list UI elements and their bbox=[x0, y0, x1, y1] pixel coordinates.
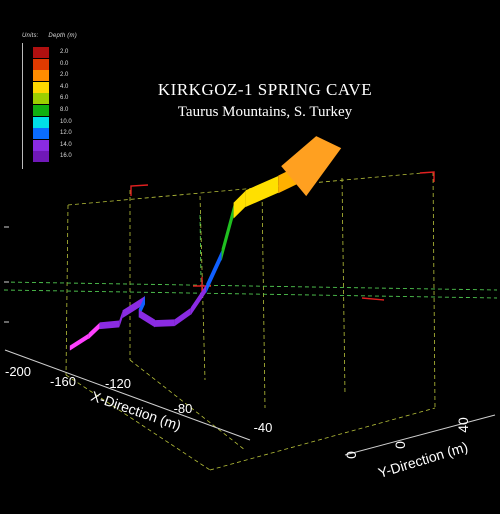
y-axis-label: Y-Direction (m) bbox=[376, 438, 469, 480]
passage-segment bbox=[119, 310, 123, 328]
chart-title: KIRKGOZ-1 SPRING CAVE bbox=[157, 80, 373, 99]
passage-segment bbox=[245, 176, 279, 208]
corner-marks bbox=[130, 171, 435, 301]
passage-segment bbox=[155, 319, 175, 327]
legend-label: 2.0 bbox=[60, 49, 69, 55]
legend-label: 14.0 bbox=[60, 141, 72, 148]
legend-swatch bbox=[33, 58, 49, 70]
cave-passage-series bbox=[69, 136, 342, 351]
y-tick-label: 40 bbox=[455, 417, 471, 433]
x-tick-label: -120 bbox=[105, 376, 131, 391]
passage-segment bbox=[190, 284, 207, 316]
x-tick-label: -40 bbox=[254, 420, 273, 435]
legend-label: 6.0 bbox=[60, 95, 69, 102]
mid-plane bbox=[3, 214, 498, 299]
legend-label: 10.0 bbox=[60, 118, 72, 125]
passage-segment bbox=[99, 320, 120, 330]
y-tick-label: 0 bbox=[343, 451, 359, 459]
passage-segment bbox=[88, 322, 100, 340]
legend-quantity-label: Depth (m) bbox=[48, 33, 77, 39]
legend-swatch bbox=[33, 116, 49, 128]
left-ticks bbox=[4, 226, 9, 323]
legend-label: 0.0 bbox=[60, 60, 69, 67]
passage-segment bbox=[206, 250, 222, 294]
axis-lines bbox=[4, 349, 496, 456]
legend-label: 2.0 bbox=[60, 72, 69, 79]
chart-title-block: KIRKGOZ-1 SPRING CAVE Taurus Mountains, … bbox=[140, 80, 390, 121]
legend-units-label: Units: bbox=[22, 33, 39, 39]
x-tick-label: -200 bbox=[5, 364, 31, 379]
terminal-chamber bbox=[281, 136, 342, 197]
x-axis-ticks: -200 -160 -120 -80 -40 bbox=[5, 364, 272, 435]
legend-swatch bbox=[33, 139, 49, 151]
legend-swatch bbox=[33, 151, 49, 163]
chart-subtitle: Taurus Mountains, S. Turkey bbox=[177, 104, 353, 120]
passage-segment bbox=[221, 204, 234, 262]
legend-swatch bbox=[33, 47, 49, 58]
legend-swatch bbox=[33, 70, 49, 82]
legend-swatch bbox=[33, 128, 49, 140]
legend-label: 12.0 bbox=[60, 130, 72, 137]
legend-header: Units: Depth (m) bbox=[22, 33, 85, 39]
passage-segment bbox=[174, 307, 191, 327]
passage-segment bbox=[138, 309, 155, 328]
legend-swatch bbox=[33, 105, 49, 116]
y-axis-ticks: 0 0 40 bbox=[343, 417, 471, 459]
passage-segment bbox=[233, 190, 246, 219]
passage-segment bbox=[69, 333, 89, 351]
x-tick-label: -160 bbox=[50, 374, 76, 389]
legend-swatch bbox=[33, 93, 49, 105]
legend-label: 16.0 bbox=[60, 153, 72, 160]
y-tick-label: 0 bbox=[392, 441, 408, 449]
x-tick-label: -80 bbox=[174, 401, 193, 416]
legend-swatch bbox=[33, 81, 49, 93]
passage-segment bbox=[122, 296, 145, 319]
legend-label: 4.0 bbox=[60, 83, 69, 90]
legend-bracket bbox=[22, 43, 29, 169]
legend-label: 8.0 bbox=[60, 107, 69, 113]
